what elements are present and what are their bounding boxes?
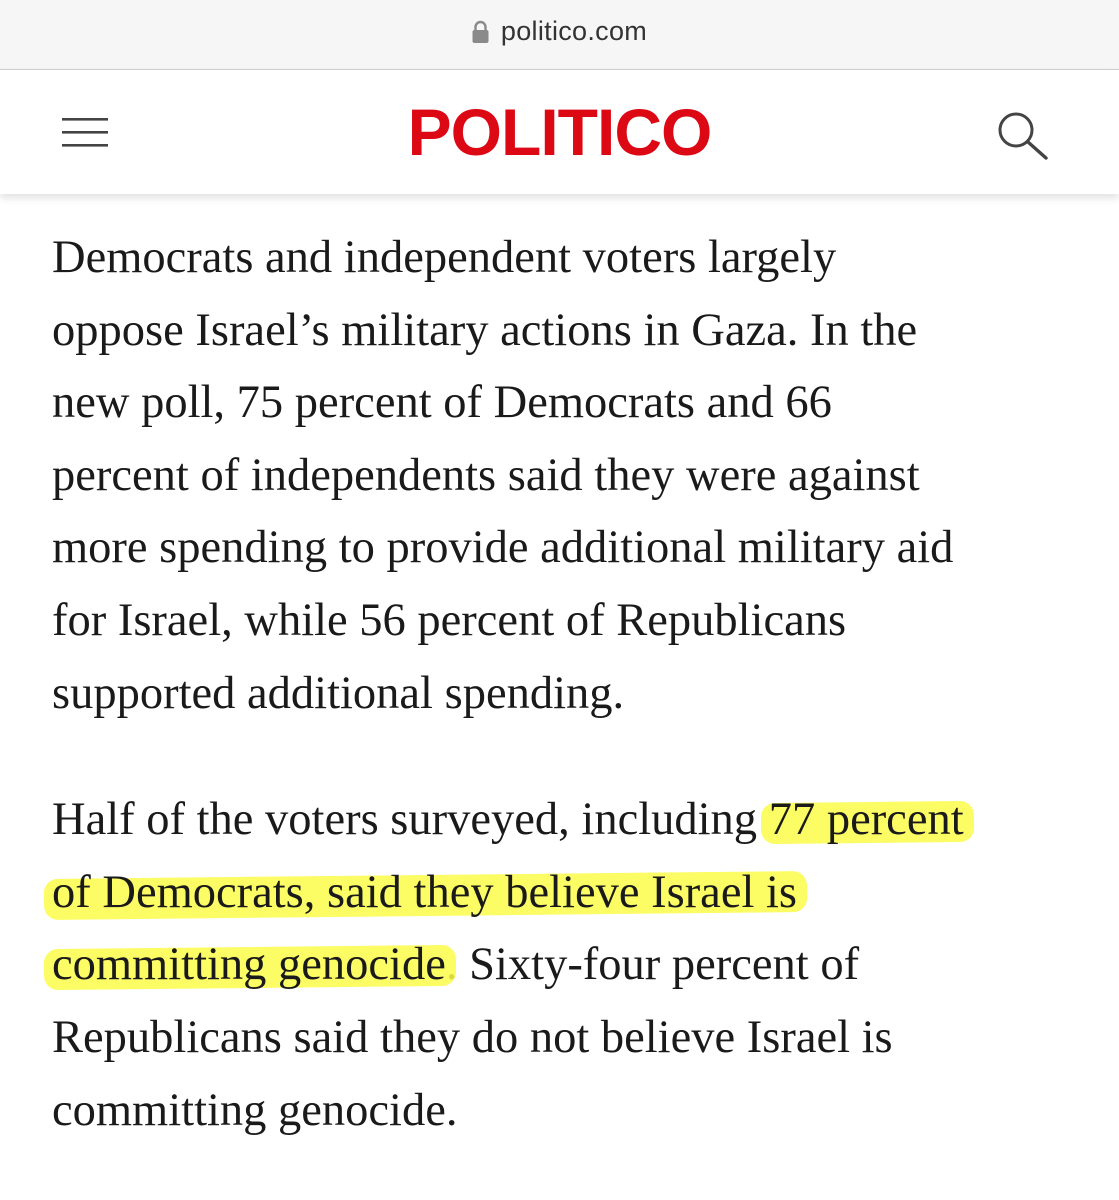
paragraph-line: percent of independents said they were a… <box>52 449 920 501</box>
lock-icon <box>472 20 489 43</box>
paragraph-line: Half of the voters surveyed, including 7… <box>52 784 1092 857</box>
highlighted-text: of Democrats, said they believe Israel i… <box>52 866 798 918</box>
politico-logo[interactable]: POLITICO <box>407 95 713 169</box>
paragraph-line: committing genocide. Sixty-four percent … <box>52 929 1092 1002</box>
article-paragraph-1: Democrats and independent voters largely… <box>52 222 1092 730</box>
highlighted-text: 77 percent <box>768 794 964 846</box>
article-paragraph-2: Half of the voters surveyed, including 7… <box>52 784 1092 1147</box>
highlighted-text: committing genocide <box>52 939 446 991</box>
search-icon[interactable] <box>996 110 1050 160</box>
article-body: Democrats and independent voters largely… <box>52 222 1092 1147</box>
site-header: POLITICO <box>0 70 1119 194</box>
paragraph-line: of Democrats, said they believe Israel i… <box>52 857 1092 930</box>
paragraph-line: new poll, 75 percent of Democrats and 66 <box>52 377 832 429</box>
url-display[interactable]: politico.com <box>472 16 647 47</box>
paragraph-line: committing genocide. <box>52 1084 458 1136</box>
url-text: politico.com <box>500 16 648 46</box>
paragraph-line: Republicans said they do not believe Isr… <box>52 1011 893 1063</box>
paragraph-line: more spending to provide additional mili… <box>52 522 954 574</box>
browser-address-bar[interactable]: politico.com <box>0 0 1119 70</box>
paragraph-line: oppose Israel’s military actions in Gaza… <box>52 304 918 356</box>
paragraph-text: Half of the voters surveyed, including <box>52 794 769 846</box>
paragraph-line: for Israel, while 56 percent of Republic… <box>52 594 847 646</box>
paragraph-line: supported additional spending. <box>52 667 625 719</box>
hamburger-menu-icon[interactable] <box>62 112 108 152</box>
paragraph-text: . Sixty-four percent of <box>445 939 860 991</box>
paragraph-line: Democrats and independent voters largely <box>52 232 837 283</box>
